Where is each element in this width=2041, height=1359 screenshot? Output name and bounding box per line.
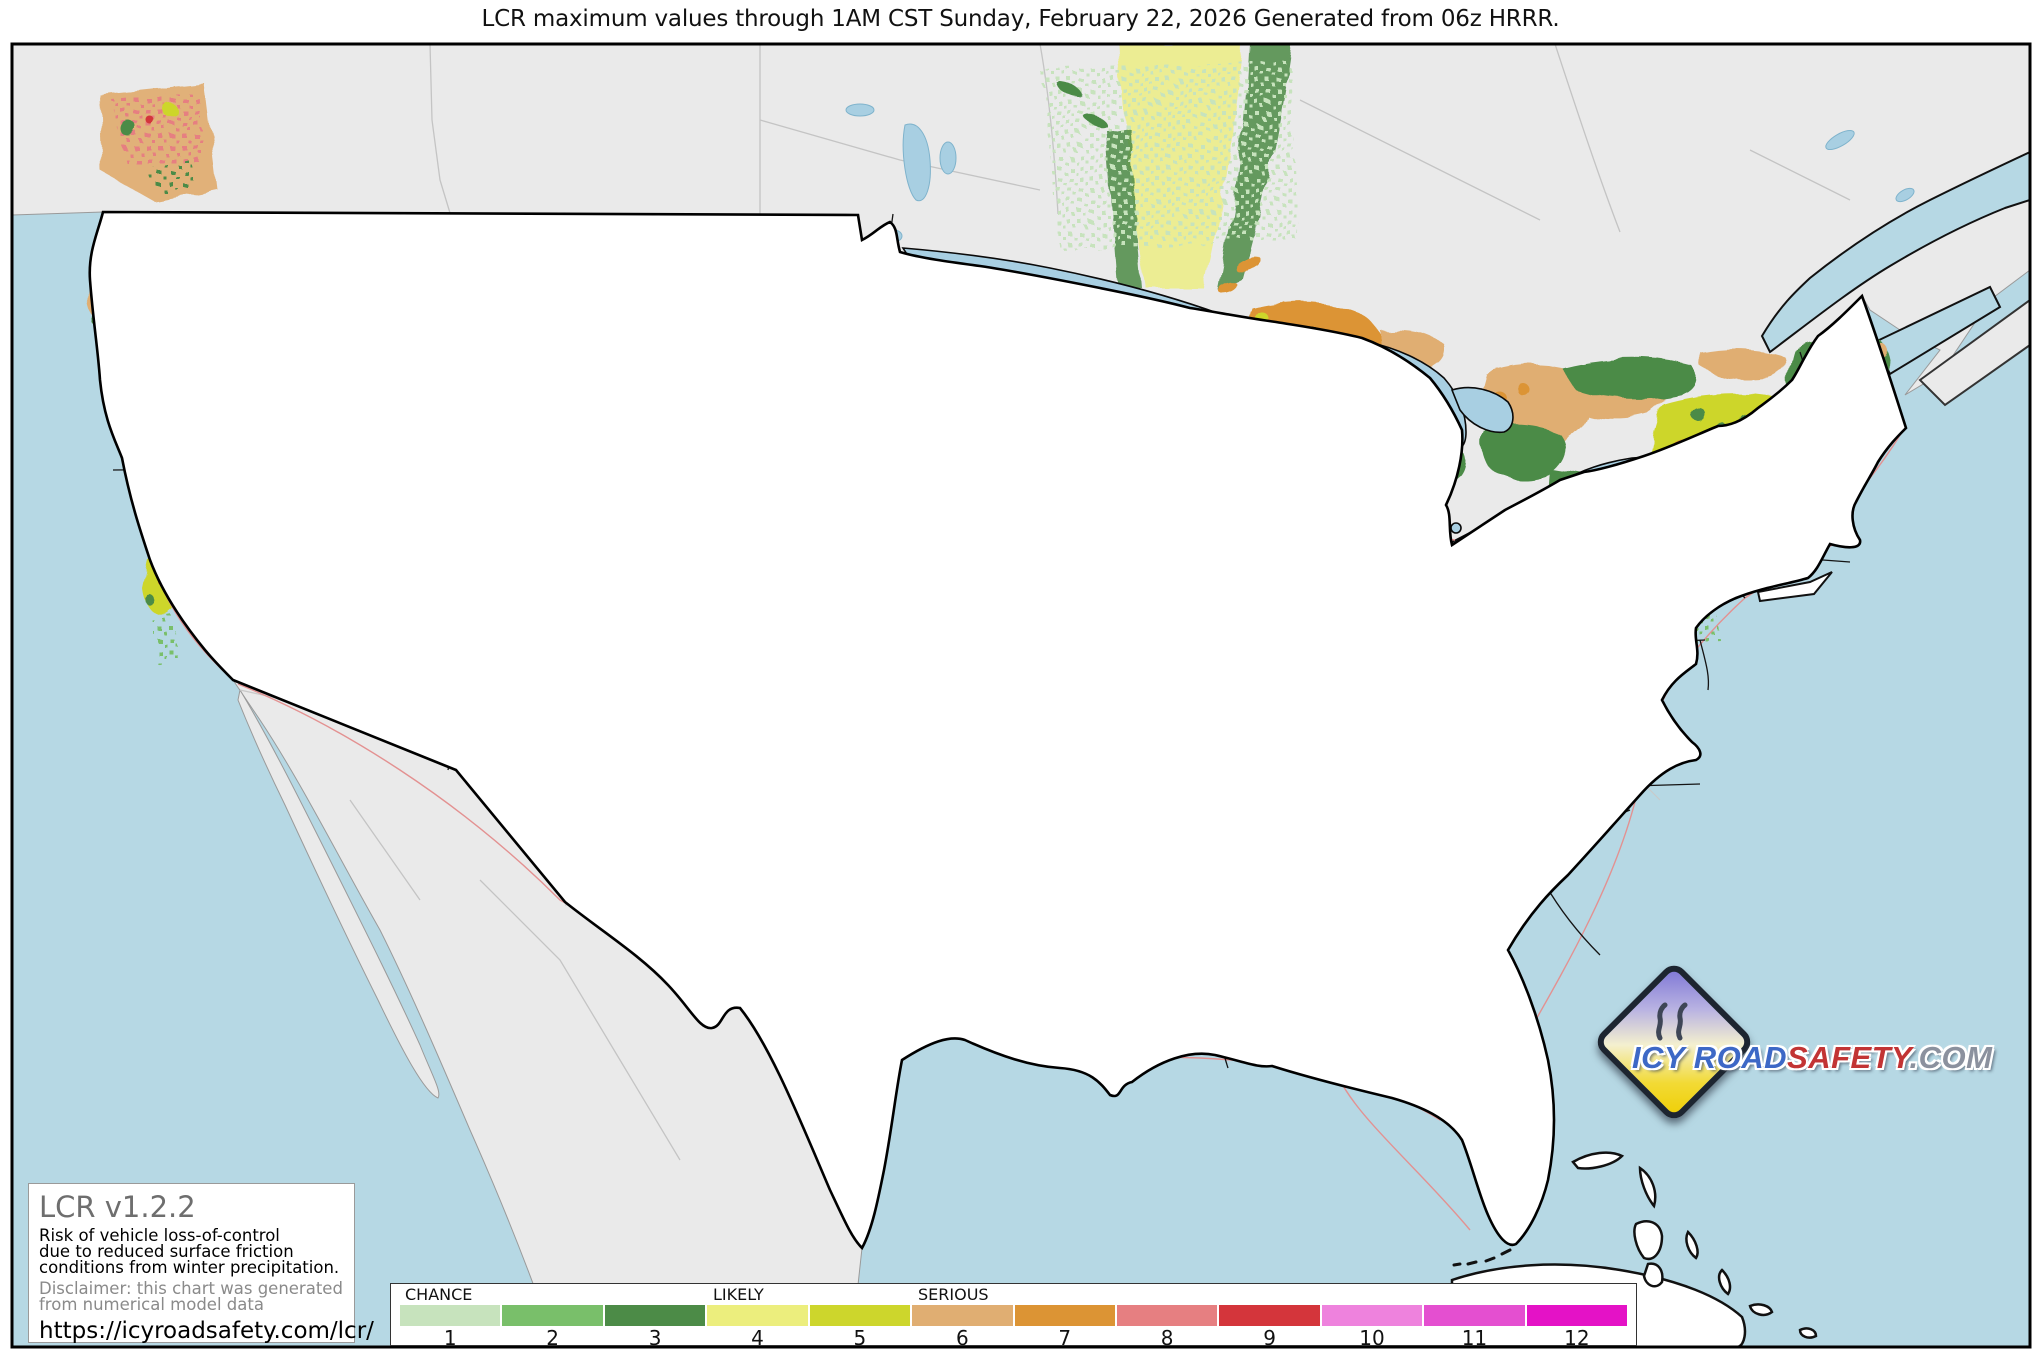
map-frame: [10, 42, 2032, 1349]
risk-area-manitoba: [1040, 60, 1300, 250]
legend-swatch: [1115, 1304, 1219, 1327]
legend-swatch: [603, 1304, 707, 1327]
description-line: conditions from winter precipitation.: [39, 1258, 340, 1277]
legend-number: 10: [1359, 1326, 1385, 1350]
lake-st-clair: [1450, 522, 1462, 534]
legend-category-serious: SERIOUS: [918, 1285, 989, 1304]
baja-peninsula: [237, 688, 440, 1099]
legend-category-likely: LIKELY: [713, 1285, 764, 1304]
province-borders: [349, 44, 1851, 1161]
legend-number: 12: [1564, 1326, 1590, 1350]
legend-number: 4: [751, 1326, 764, 1350]
legend-number: 8: [1160, 1326, 1174, 1350]
legend-number: 6: [955, 1326, 969, 1350]
legend-swatch: [1320, 1304, 1424, 1327]
legend-swatch: [501, 1304, 604, 1327]
legend-number: 9: [1263, 1326, 1276, 1350]
bahamas-islands: [1571, 1151, 1818, 1339]
risk-area-ontario-east: [1559, 348, 1786, 419]
legend-swatch: [808, 1304, 912, 1327]
nova-scotia: [1918, 298, 2030, 407]
legend-swatch: [1423, 1304, 1526, 1327]
risk-area-nw-washington: [100, 84, 218, 202]
disclaimer-line: from numerical model data: [39, 1295, 264, 1314]
legend-number: 2: [546, 1326, 559, 1350]
description-line: Risk of vehicle loss-of-control: [39, 1226, 280, 1245]
legend-number: 11: [1461, 1326, 1488, 1350]
legend-swatch: [1218, 1304, 1321, 1327]
legend-numbers: 1 2 3 4 5 6 7 8 9 10 11 12: [399, 1326, 1628, 1350]
legend-number: 7: [1058, 1326, 1072, 1350]
risk-area-lake-superior-patches: [1218, 256, 1262, 294]
legend-swatch: [399, 1304, 502, 1327]
legend-number: 5: [853, 1326, 867, 1350]
legend-swatches: [399, 1304, 1629, 1327]
georgian-bay: [1450, 386, 1514, 434]
long-island: [1756, 571, 1833, 603]
legend-swatch: [1013, 1304, 1116, 1327]
website-url: https://icyroadsafety.com/lcr/: [39, 1318, 374, 1344]
risk-legend: CHANCE LIKELY SERIOUS 1 2 3 4 5 6 7 8 9 …: [390, 1283, 1637, 1350]
version-label: LCR v1.2.2: [39, 1190, 196, 1224]
legend-swatch: [911, 1304, 1014, 1327]
legend-category-chance: CHANCE: [405, 1285, 473, 1304]
info-box: LCR v1.2.2 Risk of vehicle loss-of-contr…: [28, 1183, 374, 1344]
description-line: due to reduced surface friction: [39, 1242, 294, 1261]
legend-number: 1: [443, 1326, 457, 1350]
florida-keys: [1452, 1248, 1512, 1267]
legend-swatch: [1525, 1304, 1629, 1327]
map-title: LCR maximum values through 1AM CST Sunda…: [481, 6, 1560, 32]
legend-swatch: [706, 1304, 809, 1327]
legend-number: 3: [648, 1326, 662, 1350]
disclaimer-line: Disclaimer: this chart was generated: [39, 1279, 343, 1298]
st-lawrence-river: [1760, 150, 2030, 354]
